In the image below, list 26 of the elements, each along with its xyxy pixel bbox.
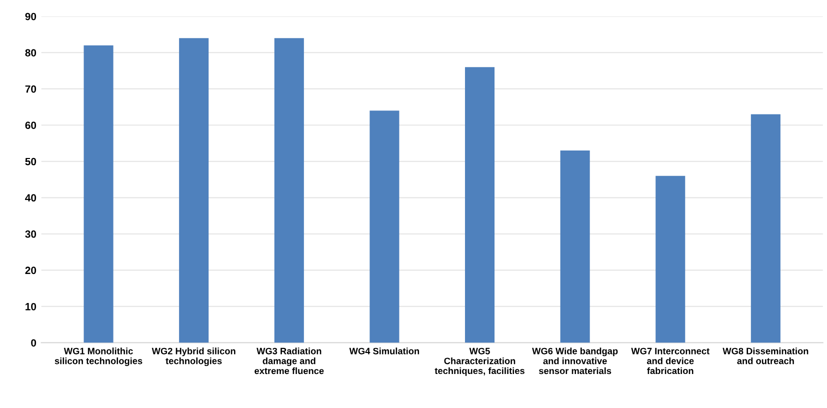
y-tick-label: 60 [25, 122, 36, 129]
y-tick-label: 20 [25, 266, 36, 274]
x-tick-label: WG2 Hybrid silicon technologies [152, 348, 236, 366]
x-tick-label: WG3 Radiation damage and extreme fluence [254, 348, 324, 374]
y-tick-label: 80 [25, 49, 36, 56]
bar [84, 45, 114, 343]
bar [560, 150, 590, 343]
bar [179, 38, 209, 343]
x-tick-label: WG6 Wide bandgap and innovative sensor materials [532, 348, 618, 374]
x-tick-label: WG4 Simulation [349, 348, 420, 354]
x-tick-label: WG1 Monolithic silicon technologies [54, 348, 142, 366]
x-tick-label: WG8 Dissemination and outreach [722, 348, 808, 364]
bar [464, 67, 495, 343]
x-tick-label: WG5 Characterization techniques, facilities [434, 348, 524, 376]
y-tick-label: 0 [31, 339, 36, 347]
y-tick-label: 10 [26, 302, 36, 310]
y-tick-label: 70 [25, 85, 36, 93]
bar [656, 176, 686, 343]
bar [370, 110, 400, 343]
y-tick-label: 30 [25, 230, 36, 238]
y-tick-label: 40 [25, 194, 36, 202]
x-tick-label: WG7 Interconnect and device fabrication [631, 348, 710, 374]
y-tick-label: 50 [25, 158, 36, 166]
bar [750, 114, 780, 343]
bar [274, 38, 304, 343]
y-tick-label: 90 [25, 12, 36, 20]
